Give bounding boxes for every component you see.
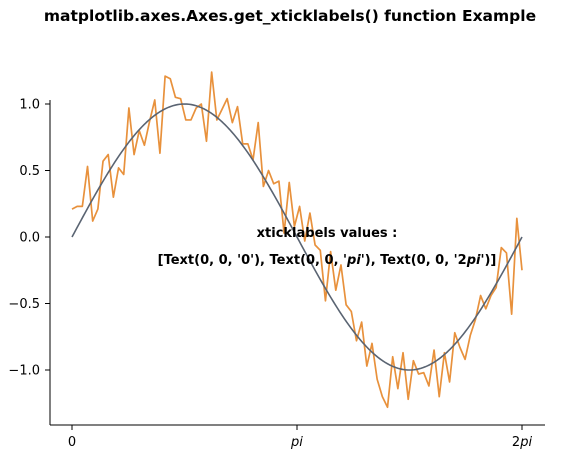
annotation-part: '), Text(0, 0, '2 (361, 253, 467, 268)
annotation-line-1: xticklabels values : (257, 226, 398, 241)
noisy-series-line (71, 71, 523, 409)
sine-series-line (71, 103, 523, 371)
y-tick-label: 1.0 (19, 98, 40, 113)
annotation: xticklabels values : [Text(0, 0, '0'), T… (158, 226, 497, 268)
y-tick-label: 0.5 (19, 164, 40, 179)
y-tick-label: 0.0 (19, 231, 40, 246)
y-tick-label: −1.0 (8, 364, 40, 379)
annotation-part: pi (466, 253, 481, 268)
y-ticks: 1.0 0.5 0.0 −0.5 −1.0 (8, 98, 50, 379)
annotation-part: ')] (480, 253, 496, 268)
series-layer (71, 71, 523, 409)
annotation-part: [Text(0, 0, '0'), Text(0, 0, ' (158, 253, 347, 268)
x-tick-label: pi (290, 435, 303, 450)
y-tick-label: −0.5 (8, 297, 40, 312)
x-ticks: 0 pi 2pi (68, 425, 533, 450)
x-tick-label: 0 (68, 435, 76, 450)
plot-area: 1.0 0.5 0.0 −0.5 −1.0 0 pi 2pi (8, 71, 545, 450)
annotation-line-2: [Text(0, 0, '0'), Text(0, 0, 'pi'), Text… (158, 253, 497, 268)
x-tick-label: 2pi (512, 435, 533, 450)
chart-title: matplotlib.axes.Axes.get_xticklabels() f… (44, 7, 536, 25)
annotation-part: pi (346, 253, 361, 268)
